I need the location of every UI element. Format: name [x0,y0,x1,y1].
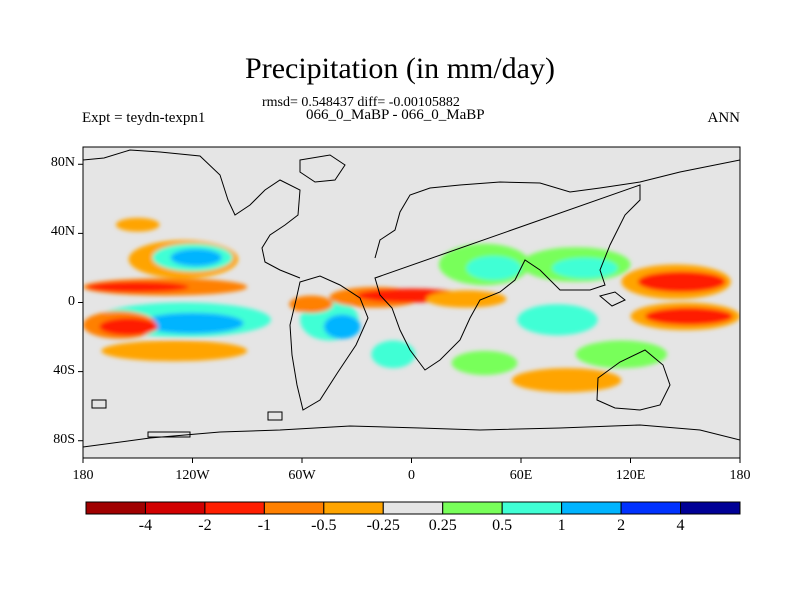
coastline-eurasia-africa [374,159,740,371]
lon-tick-label: 120W [175,468,210,483]
season-label: ANN [707,110,741,126]
colorbar-swatch [501,501,563,515]
coastline-greenland [299,154,346,183]
colorbar-label: -2 [198,517,212,534]
anomaly-region [637,271,726,293]
anomaly-region [323,314,361,339]
coastline-south-america [289,275,369,411]
colorbar-swatch [561,501,622,515]
anomaly-region [575,340,667,369]
plot-title: Precipitation (in mm/day) [245,52,555,85]
lat-tick-label: 0 [68,293,75,309]
anomaly-region [141,312,244,334]
colorbar-label: -1 [257,517,272,534]
anomaly-region [645,307,733,325]
colorbar-swatch [382,501,444,515]
lon-tick-label: 120E [615,468,646,483]
lon-tick-label: 180 [72,468,94,483]
stats-subtitle: rmsd= 0.548437 diff= -0.00105882 [262,95,460,110]
experiment-label: Expt = teydn-texpn1 [82,110,206,126]
anomaly-region [86,281,189,293]
anomaly-region [511,368,622,393]
colorbar-swatch [263,501,325,515]
anomaly-region [466,255,521,281]
lat-tick-label: 80S [53,431,75,447]
lat-tick-label: 80N [50,155,75,171]
colorbar-label: 4 [676,517,685,534]
anomaly-region [101,340,248,362]
anomaly-region [371,340,416,369]
colorbar-label: 2 [617,517,626,534]
colorbar-label: 0.25 [428,517,457,534]
lat-tick-label: 40N [50,224,75,240]
coastline-islands [91,291,626,438]
anomaly-region [552,257,618,279]
colorbar-swatch [323,501,384,515]
anomaly-region [170,248,222,267]
coastline-australia [596,349,671,411]
colorbar-label: 1 [557,517,566,534]
colorbar-label: -0.5 [311,517,337,534]
lon-tick-label: 60W [288,468,316,483]
coastline-antarctica [83,424,740,448]
lat-tick-label: 40S [53,362,75,378]
colorbar-swatch [680,501,741,515]
lon-tick-label: 0 [408,468,415,483]
lon-tick-label: 180 [729,468,751,483]
colorbar-label: -4 [138,517,153,534]
anomaly-region [426,290,507,308]
colorbar-label: 0.5 [492,517,513,534]
anomaly-region [517,304,598,336]
colorbar-swatch [204,501,265,515]
anomaly-region [115,217,160,232]
colorbar-swatch [620,501,682,515]
colorbar-swatch [442,501,503,515]
colorbar-label: -0.25 [366,517,400,534]
runs-subtitle: 066_0_MaBP - 066_0_MaBP [306,107,485,123]
anomaly-region [289,295,334,313]
anomaly-region [451,350,518,376]
colorbar-swatch [144,501,206,515]
colorbar-swatch [85,501,146,515]
anomaly-region [99,318,158,336]
lon-tick-label: 60E [509,468,533,483]
coastline-north-america [83,149,301,279]
colorbar [85,501,741,515]
